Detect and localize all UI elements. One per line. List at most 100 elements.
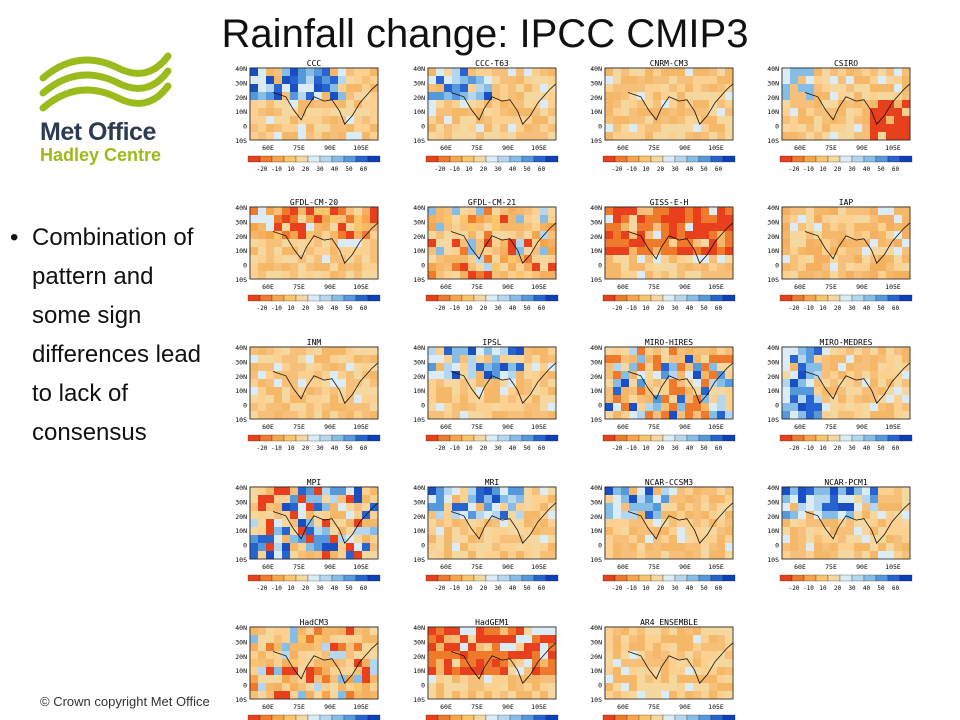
- heatmap-cell: [370, 675, 379, 684]
- heatmap-cell: [540, 100, 549, 109]
- heatmap-cell: [645, 347, 654, 356]
- colorbar-swatch: [473, 434, 487, 442]
- heatmap-cell: [452, 519, 461, 528]
- heatmap-cell: [669, 675, 678, 684]
- heatmap-cell: [508, 84, 517, 93]
- heatmap-cell: [621, 92, 630, 101]
- heatmap-cell: [806, 76, 815, 85]
- heatmap-cell: [500, 403, 509, 412]
- heatmap-cell: [790, 543, 799, 552]
- lon-tick-label: 90E: [679, 563, 691, 571]
- heatmap-cell: [709, 371, 718, 380]
- heatmap-cell: [370, 395, 379, 404]
- heatmap-cell: [492, 347, 501, 356]
- colorbar-swatch: [343, 434, 357, 442]
- colorbar-swatch: [614, 294, 628, 302]
- heatmap-cell: [362, 116, 371, 125]
- heatmap-cell: [621, 223, 630, 232]
- heatmap-cell: [902, 535, 911, 544]
- heatmap-cell: [685, 100, 694, 109]
- heatmap-cell: [846, 411, 855, 420]
- heatmap-cell: [322, 527, 331, 536]
- colorbar-swatch: [355, 155, 369, 163]
- heatmap-cell: [508, 519, 517, 528]
- heatmap-cell: [314, 503, 323, 512]
- heatmap-cell: [613, 116, 622, 125]
- met-office-logo: [39, 52, 172, 112]
- heatmap-cell: [444, 495, 453, 504]
- heatmap-cell: [790, 100, 799, 109]
- heatmap-cell: [476, 411, 485, 420]
- heatmap-cell: [653, 487, 662, 496]
- lat-tick-label: 10S: [590, 696, 602, 704]
- heatmap-cell: [886, 255, 895, 264]
- heatmap-cell: [862, 543, 871, 552]
- heatmap-cell: [701, 371, 710, 380]
- heatmap-cell: [468, 519, 477, 528]
- heatmap-cell: [701, 495, 710, 504]
- heatmap-cell: [330, 503, 339, 512]
- heatmap-cell: [468, 675, 477, 684]
- heatmap-cell: [677, 100, 686, 109]
- heatmap-cell: [476, 271, 485, 280]
- heatmap-cell: [330, 691, 339, 700]
- heatmap-cell: [798, 551, 807, 560]
- heatmap-cell: [516, 667, 525, 676]
- colorbar-tick-label: 10: [819, 166, 827, 173]
- model-name-label: CSIRO: [834, 59, 858, 68]
- heatmap-cell: [645, 124, 654, 133]
- colorbar-swatch: [247, 294, 261, 302]
- heatmap-cell: [806, 100, 815, 109]
- colorbar-tick-label: -10: [449, 166, 460, 173]
- heatmap-cell: [468, 371, 477, 380]
- heatmap-cell: [460, 223, 469, 232]
- colorbar-swatch: [367, 434, 381, 442]
- heatmap-cell: [500, 683, 509, 692]
- heatmap-cell: [468, 76, 477, 85]
- heatmap-cell: [476, 535, 485, 544]
- heatmap-cell: [717, 100, 726, 109]
- heatmap-cell: [444, 683, 453, 692]
- heatmap-cell: [444, 691, 453, 700]
- heatmap-cell: [645, 263, 654, 272]
- heatmap-cell: [669, 403, 678, 412]
- heatmap-cell: [282, 411, 291, 420]
- heatmap-cell: [822, 347, 831, 356]
- heatmap-cell: [314, 68, 323, 77]
- heatmap-cell: [282, 643, 291, 652]
- heatmap-cell: [468, 116, 477, 125]
- heatmap-cell: [370, 659, 379, 668]
- colorbar-tick-label: 10: [465, 445, 473, 452]
- heatmap-cell: [782, 371, 791, 380]
- heatmap-cell: [314, 403, 323, 412]
- colorbar-swatch: [602, 714, 616, 720]
- heatmap-cell: [661, 643, 670, 652]
- heatmap-cell: [468, 108, 477, 117]
- heatmap-cell: [878, 92, 887, 101]
- heatmap-cell: [298, 347, 307, 356]
- lon-tick-label: 60E: [262, 144, 274, 152]
- heatmap-cell: [468, 495, 477, 504]
- heatmap-cell: [645, 92, 654, 101]
- heatmap-cell: [476, 403, 485, 412]
- colorbar-swatch: [271, 294, 285, 302]
- heatmap-cell: [428, 635, 437, 644]
- heatmap-cell: [468, 643, 477, 652]
- heatmap-cell: [790, 487, 799, 496]
- heatmap-cell: [790, 363, 799, 372]
- heatmap-cell: [862, 371, 871, 380]
- heatmap-cell: [653, 675, 662, 684]
- heatmap-cell: [886, 100, 895, 109]
- heatmap-cell: [870, 527, 879, 536]
- heatmap-cell: [322, 675, 331, 684]
- heatmap-cell: [645, 387, 654, 396]
- heatmap-cell: [330, 635, 339, 644]
- heatmap-cell: [532, 667, 541, 676]
- heatmap-cell: [532, 527, 541, 536]
- heatmap-cell: [709, 403, 718, 412]
- colorbar-swatch: [283, 155, 297, 163]
- heatmap-cell: [314, 108, 323, 117]
- heatmap-cell: [282, 667, 291, 676]
